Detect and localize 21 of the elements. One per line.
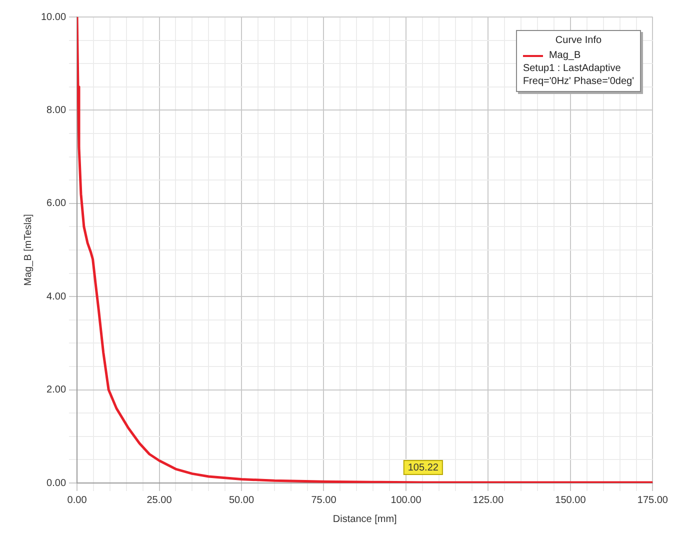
annotation: Freq='0Hz' Phase='0deg'	[522, 75, 634, 88]
y-tick-label: 8.00	[46, 104, 66, 116]
x-axis-title: Distance [mm]	[332, 514, 398, 525]
annotation: Setup1 : LastAdaptive	[522, 62, 622, 75]
x-tick-label: 50.00	[228, 494, 254, 506]
legend-title: Curve Info	[554, 34, 603, 47]
annotation: 105.22	[408, 462, 439, 474]
x-tick-label: 125.00	[472, 494, 504, 506]
y-tick-label: 6.00	[46, 198, 66, 210]
y-tick-label: 10.00	[40, 12, 66, 23]
y-tick-label: 4.00	[46, 291, 66, 302]
y-axis-title: Mag_B [mTesla]	[22, 214, 34, 286]
x-tick-label: 175.00	[637, 494, 668, 506]
y-tick-label: 0.00	[46, 478, 66, 489]
x-tick-label: 0.00	[67, 494, 88, 506]
y-tick-label: 2.00	[46, 384, 66, 396]
x-tick-label: 100.00	[390, 494, 422, 506]
x-tick-label: 150.00	[555, 494, 586, 506]
legend-label: Mag_B	[548, 49, 581, 62]
x-tick-label: 75.00	[311, 494, 337, 506]
x-tick-label: 25.00	[146, 494, 172, 506]
